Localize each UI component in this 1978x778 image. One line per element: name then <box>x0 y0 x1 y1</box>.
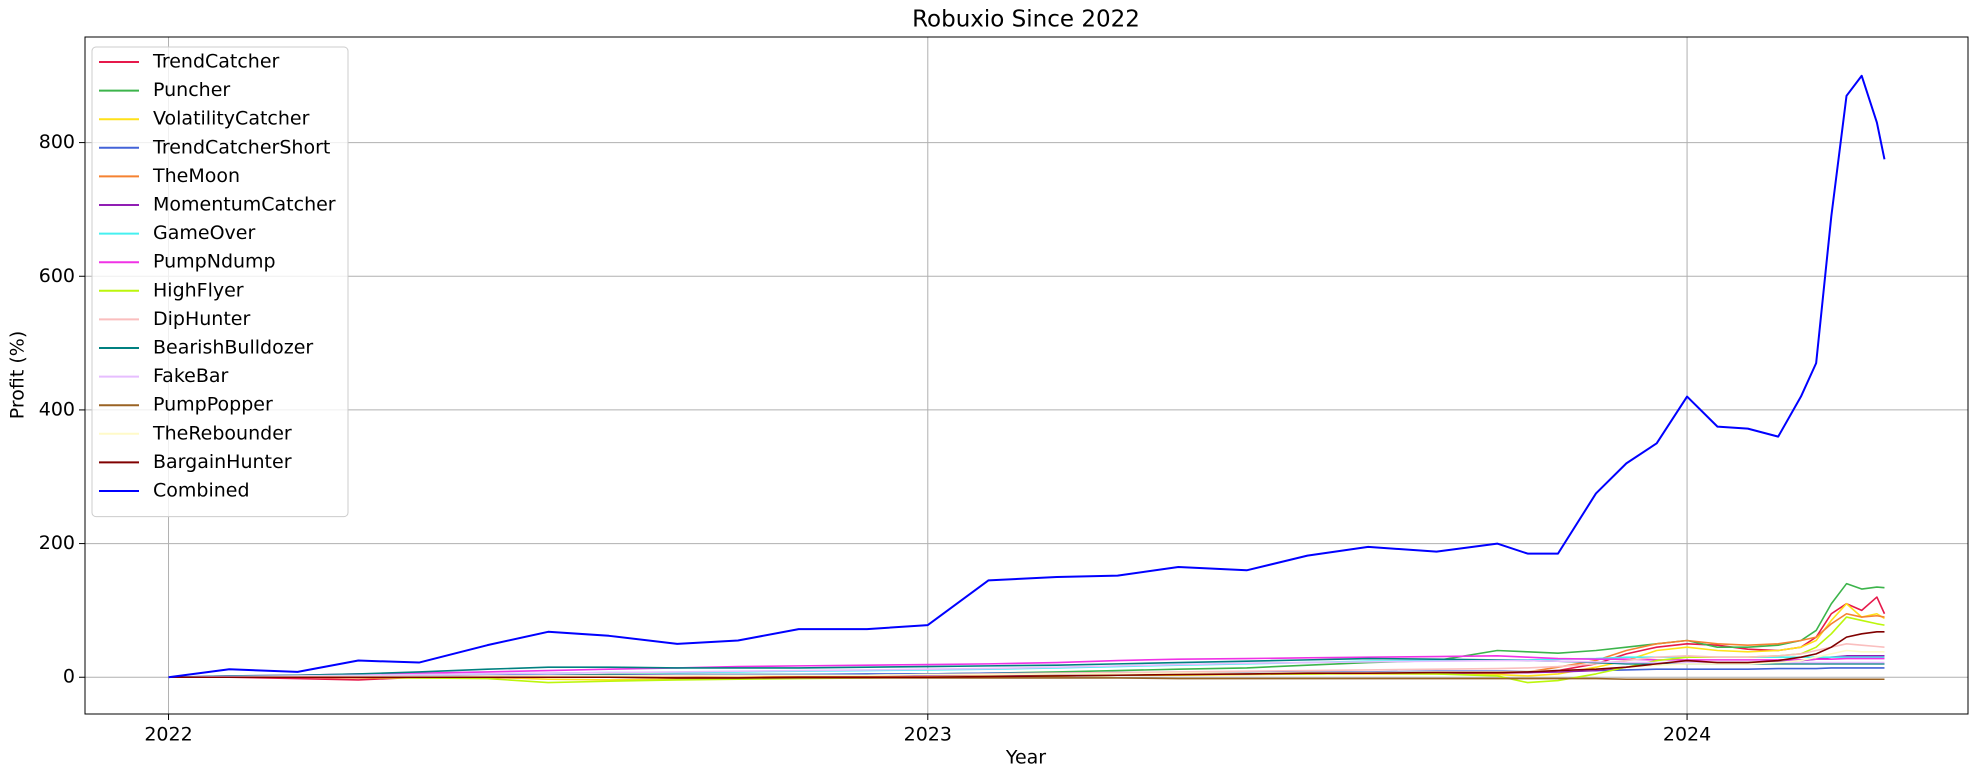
legend-label: HighFlyer <box>153 279 244 301</box>
x-tick-label: 2024 <box>1663 724 1711 746</box>
y-tick-label: 200 <box>39 532 75 554</box>
series-line <box>168 655 1885 679</box>
series-line <box>168 74 1886 679</box>
legend-label: TrendCatcher <box>152 51 280 73</box>
x-tick-label: 2022 <box>144 724 192 746</box>
y-tick-label: 800 <box>39 131 75 153</box>
series-line <box>168 631 1885 679</box>
legend-label: PumpPopper <box>153 394 273 416</box>
legend-label: Combined <box>153 480 250 502</box>
legend-box <box>91 46 349 518</box>
legend: TrendCatcher Puncher VolatilityCatcher Tren… <box>91 46 349 518</box>
y-tick-label: 600 <box>39 265 75 287</box>
x-axis-label: Year <box>1005 747 1046 769</box>
legend-label: GameOver <box>153 222 255 244</box>
legend-label: BargainHunter <box>153 451 292 473</box>
legend-label: PumpNdump <box>153 251 276 273</box>
legend-label: TheMoon <box>152 165 240 187</box>
legend-label: TrendCatcherShort <box>152 136 330 158</box>
legend-label: BearishBulldozer <box>153 337 313 359</box>
x-tick-label: 2023 <box>904 724 952 746</box>
y-tick-label: 400 <box>39 398 75 420</box>
legend-label: FakeBar <box>153 365 229 387</box>
legend-label: Puncher <box>153 79 230 101</box>
series-line <box>168 657 1885 679</box>
y-axis-label: Profit (%) <box>7 331 29 419</box>
chart-title: Robuxio Since 2022 <box>912 7 1140 33</box>
plot-frame <box>84 36 1969 715</box>
legend-label: TheRebounder <box>152 422 292 444</box>
series-line <box>168 659 1885 679</box>
y-tick-label: 0 <box>63 666 75 688</box>
legend-label: MomentumCatcher <box>153 194 336 216</box>
legend-label: VolatilityCatcher <box>153 108 310 130</box>
legend-label: DipHunter <box>153 308 250 330</box>
